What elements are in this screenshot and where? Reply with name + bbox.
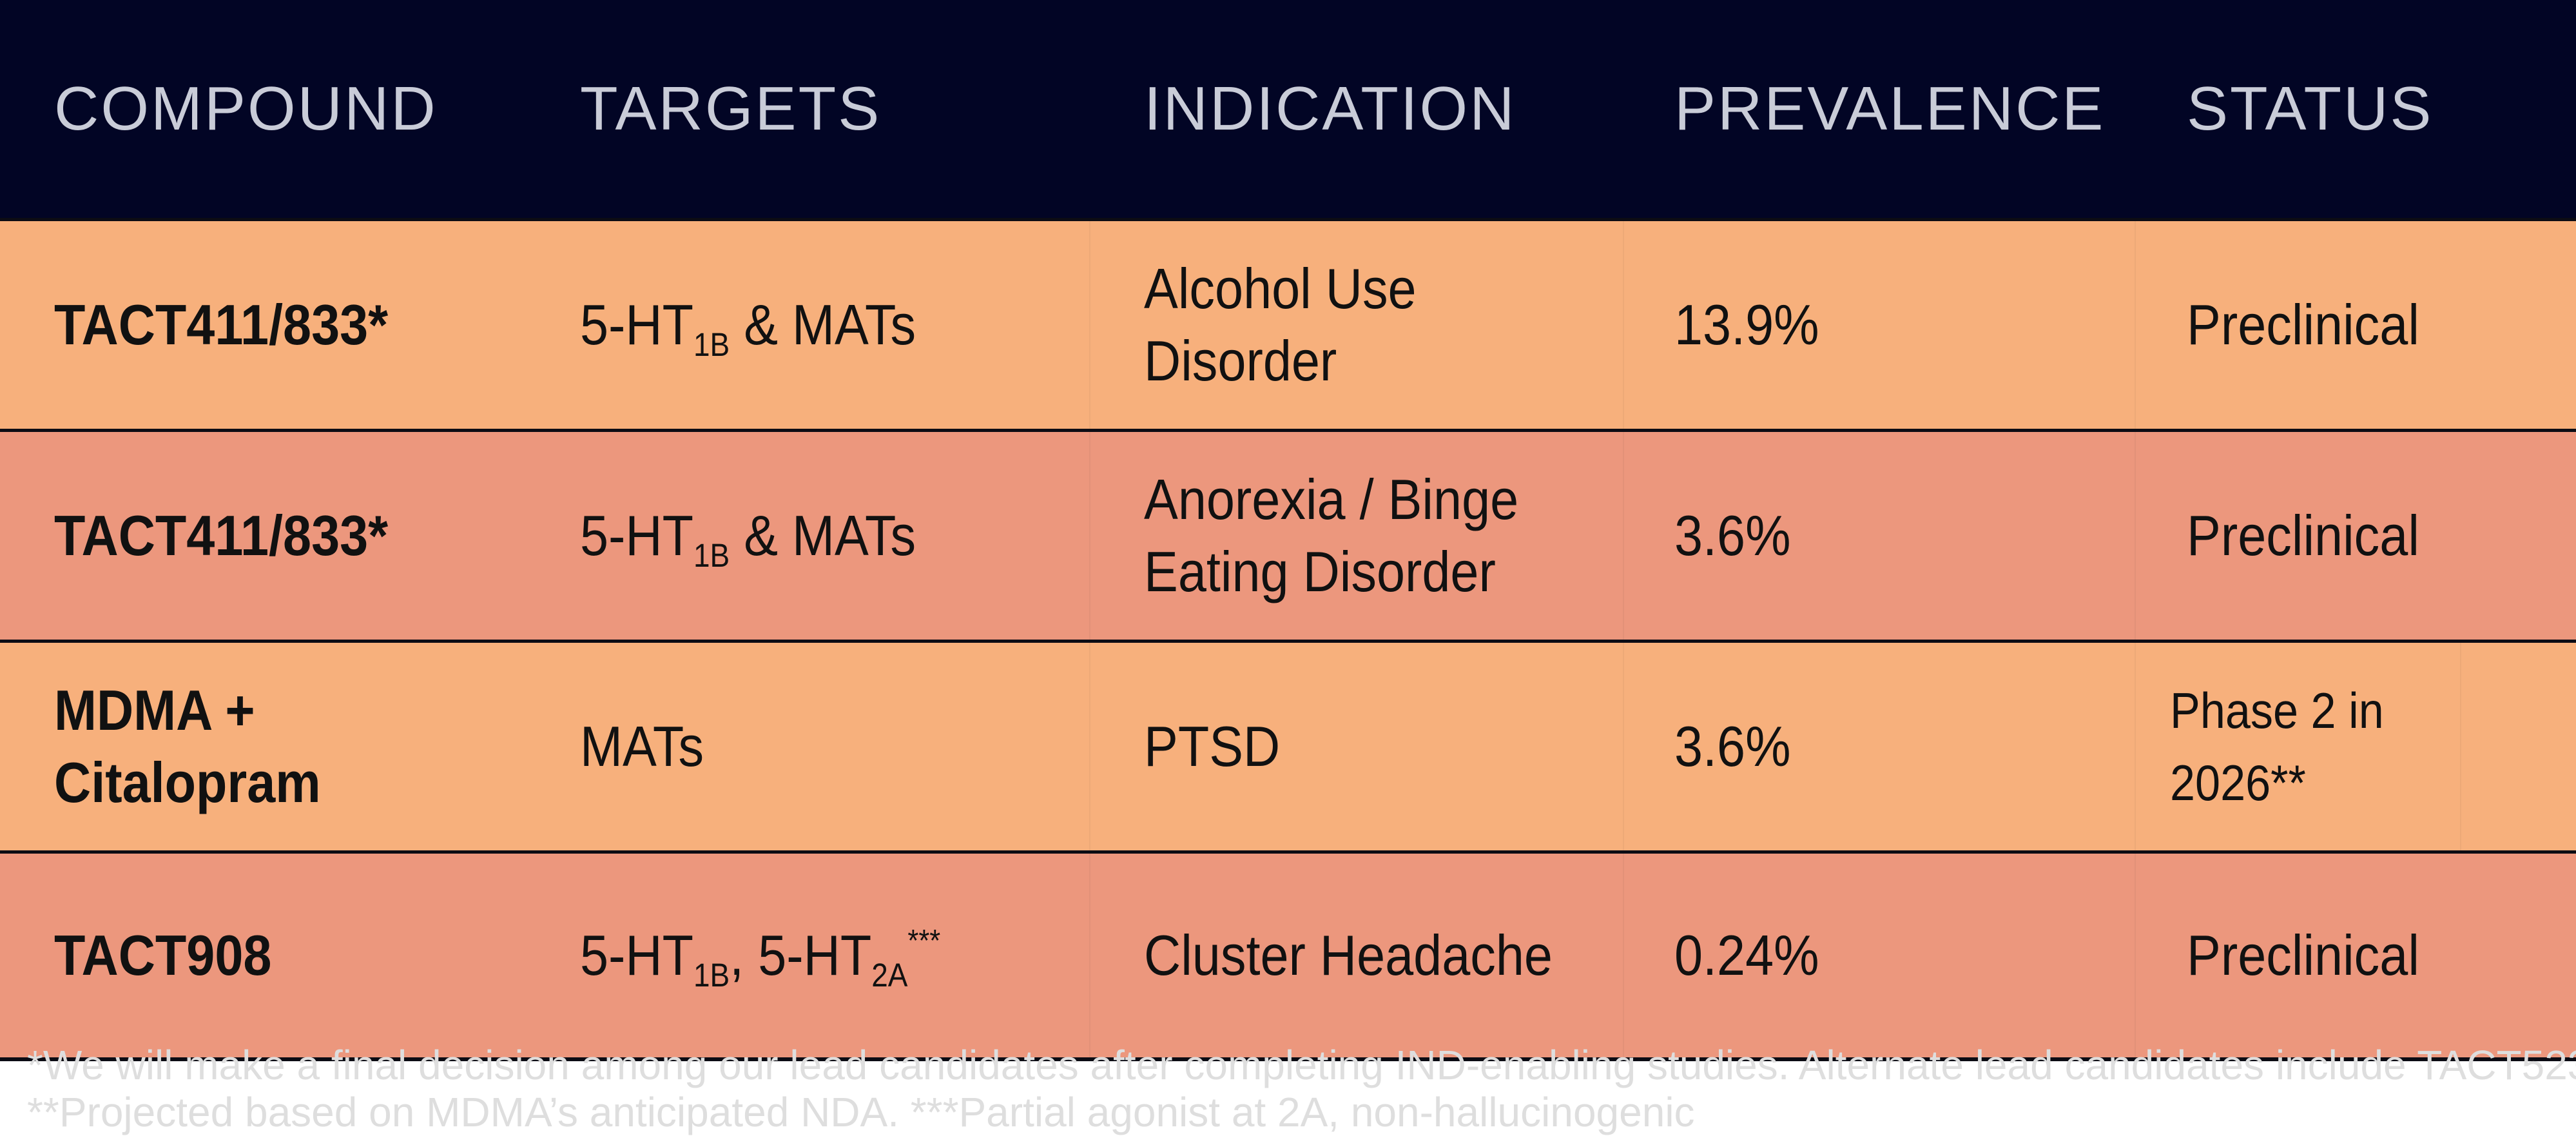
targets-cell: 5-HT1B & MATs xyxy=(580,221,1027,429)
header-targets: TARGETS xyxy=(580,74,882,143)
status-cell: Phase 2 in 2026** xyxy=(2170,682,2384,811)
compound-footnote-mark: * xyxy=(368,504,389,567)
target-other: & MATs xyxy=(730,504,916,567)
target-receptor-subtype: 1B xyxy=(693,326,730,363)
compound-footnote-mark: * xyxy=(368,293,389,357)
indication-line: Eating Disorder xyxy=(1144,540,1496,603)
target-separator: , xyxy=(730,923,759,987)
indication-cell: Alcohol Use Disorder xyxy=(1144,221,1573,429)
prevalence-cell: 13.9% xyxy=(1674,293,1819,357)
targets-cell: 5-HT1B & MATs xyxy=(580,432,1027,640)
footnote-line-2: **Projected based on MDMA’s anticipated … xyxy=(27,1089,1695,1135)
target-receptor: MATs xyxy=(580,714,704,778)
indication-cell: Anorexia / Binge Eating Disorder xyxy=(1144,432,1573,640)
target-footnote-mark: *** xyxy=(907,923,941,959)
pipeline-table: COMPOUND TARGETS INDICATION PREVALENCE S… xyxy=(0,0,2576,1061)
target-receptor-subtype: 1B xyxy=(693,956,730,994)
header-compound: COMPOUND xyxy=(54,74,438,143)
status-cell: Preclinical xyxy=(2187,293,2419,357)
compound-cell: TACT908 xyxy=(54,854,507,1057)
prevalence-cell: 3.6% xyxy=(1674,504,1791,567)
target-receptor: 5-HT xyxy=(580,923,694,987)
indication-line: Cluster Headache xyxy=(1144,923,1553,987)
table-row: TACT908 5-HT1B, 5-HT2A*** Cluster Headac… xyxy=(0,850,2576,1061)
target-receptor-2-subtype: 2A xyxy=(871,956,908,994)
header-indication: INDICATION xyxy=(1144,74,1516,143)
header-prevalence: PREVALENCE xyxy=(1674,74,2106,143)
indication-line: PTSD xyxy=(1144,714,1281,778)
footnote-line-1: *We will make a final decision among our… xyxy=(27,1042,2576,1088)
compound-name-line: MDMA + xyxy=(54,678,255,742)
target-receptor-2: 5-HT xyxy=(758,923,872,987)
compound-name-line: Citalopram xyxy=(54,750,321,814)
indication-cell: Cluster Headache xyxy=(1144,854,1573,1057)
compound-name: TACT411/833 xyxy=(54,504,369,567)
table-row: TACT411/833* 5-HT1B & MATs Alcohol Use Di… xyxy=(0,218,2576,429)
status-cell: Preclinical xyxy=(2187,923,2419,987)
targets-cell: 5-HT1B, 5-HT2A*** xyxy=(580,854,1027,1057)
targets-cell: MATs xyxy=(580,643,1027,850)
prevalence-cell: 3.6% xyxy=(1674,714,1791,778)
compound-name: TACT908 xyxy=(54,923,272,987)
compound-name: TACT411/833 xyxy=(54,293,369,357)
indication-line: Anorexia / Binge xyxy=(1144,467,1519,531)
table-row: MDMA + Citalopram MATs PTSD 3.6% Phase 2 … xyxy=(0,640,2576,850)
header-status: STATUS xyxy=(2187,74,2434,143)
indication-cell: PTSD xyxy=(1144,643,1573,850)
target-receptor-subtype: 1B xyxy=(693,536,730,574)
prevalence-cell: 0.24% xyxy=(1674,923,1819,987)
compound-cell: TACT411/833* xyxy=(54,432,507,640)
compound-cell: TACT411/833* xyxy=(54,221,507,429)
target-receptor: 5-HT xyxy=(580,504,694,567)
compound-cell: MDMA + Citalopram xyxy=(54,643,507,850)
target-receptor: 5-HT xyxy=(580,293,694,357)
indication-line: Alcohol Use xyxy=(1144,257,1417,320)
status-cell: Preclinical xyxy=(2187,504,2419,567)
indication-line: Disorder xyxy=(1144,329,1337,393)
table-header-row: COMPOUND TARGETS INDICATION PREVALENCE S… xyxy=(0,0,2576,218)
target-other: & MATs xyxy=(730,293,916,357)
table-row: TACT411/833* 5-HT1B & MATs Anorexia / Bi… xyxy=(0,429,2576,640)
